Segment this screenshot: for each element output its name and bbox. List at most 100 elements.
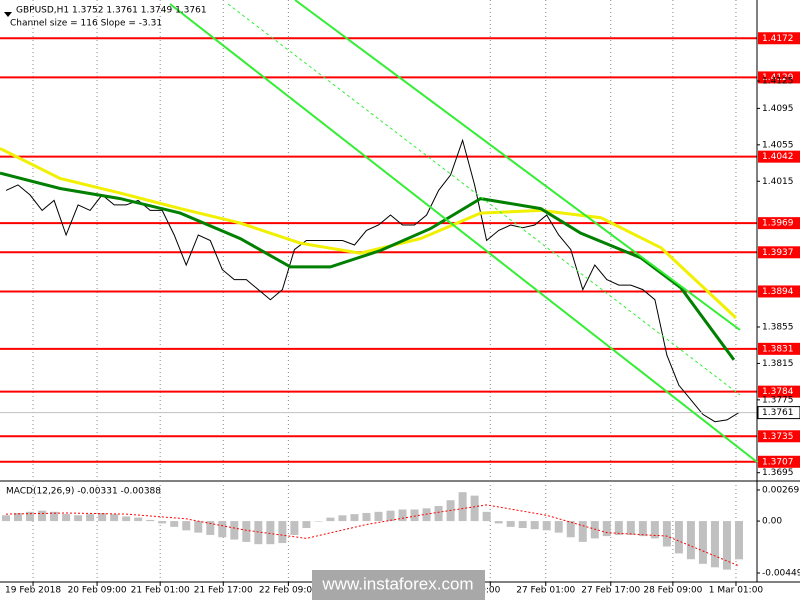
macd-bar	[554, 521, 563, 533]
macd-bar	[110, 514, 119, 522]
level-label-box	[758, 71, 800, 84]
macd-bar	[158, 521, 167, 524]
level-label: 1.4129	[762, 73, 794, 83]
level-label-box	[758, 217, 800, 230]
macd-bar	[386, 510, 395, 522]
channel-line	[169, 3, 758, 463]
level-label-box	[758, 32, 800, 45]
level-label: 1.3784	[762, 387, 794, 397]
macd-bar	[734, 521, 743, 560]
macd-bar	[314, 521, 323, 522]
y-tick-label: 1.4015	[762, 177, 794, 187]
macd-bar	[218, 521, 227, 538]
macd-bar	[530, 521, 539, 530]
x-tick-label: 22 Feb 09:00	[259, 586, 318, 596]
macd-bar	[686, 521, 695, 560]
level-label: 1.3894	[762, 287, 794, 297]
signal-line	[5, 504, 740, 567]
macd-bar	[614, 521, 623, 535]
macd-bar	[482, 511, 491, 522]
macd-title: MACD(12,26,9) -0.00331 -0.00388	[6, 487, 161, 497]
macd-bar	[290, 521, 299, 535]
x-tick-label: 21 Feb 01:00	[131, 586, 190, 596]
macd-bar	[662, 521, 671, 547]
level-label: 1.3831	[762, 344, 794, 354]
last-price-label: 1.3761	[762, 408, 794, 418]
price-line	[0, 147, 738, 319]
macd-bar	[458, 492, 467, 522]
macd-bar	[2, 515, 11, 522]
chart-title: GBPUSD,H1 1.3752 1.3761 1.3749 1.3761	[16, 6, 207, 16]
x-tick-label: 9:00	[480, 586, 500, 596]
macd-bar	[710, 521, 719, 568]
macd-bar	[26, 511, 35, 522]
macd-bar	[302, 521, 311, 529]
y-tick-label: -0.00449	[762, 568, 800, 578]
y-tick-label: 1.3775	[762, 395, 794, 405]
macd-bar	[470, 495, 479, 522]
level-label-box	[758, 430, 800, 443]
macd-bar	[674, 521, 683, 554]
x-tick-label: 27 Feb 17:00	[581, 586, 640, 596]
macd-bar	[350, 514, 359, 522]
macd-bar	[590, 521, 599, 539]
watermark: www.instaforex.com	[312, 570, 485, 600]
level-label-box	[758, 246, 800, 259]
macd-bar	[398, 509, 407, 522]
level-label-box	[758, 342, 800, 355]
y-tick-label: 1.4055	[762, 140, 794, 150]
macd-bar	[650, 521, 659, 539]
x-tick-label: 19 Feb 2018	[5, 586, 61, 596]
macd-bar	[434, 506, 443, 522]
macd-bar	[182, 521, 191, 531]
macd-bar	[122, 516, 131, 522]
macd-bar	[698, 521, 707, 564]
macd-bar	[206, 521, 215, 535]
macd-bar	[134, 517, 143, 522]
macd-bar	[86, 514, 95, 522]
y-tick-label: 1.4125	[762, 77, 794, 87]
y-tick-label: 1.3815	[762, 359, 794, 369]
level-label: 1.3735	[762, 432, 794, 442]
x-tick-label: 21 Feb 17:00	[194, 586, 253, 596]
last-price-box	[757, 406, 800, 420]
macd-bar	[242, 521, 251, 542]
macd-bar	[146, 519, 155, 522]
price-line	[5, 138, 740, 423]
level-label: 1.3937	[762, 248, 794, 258]
x-tick-label: 1 Mar 01:00	[709, 586, 764, 596]
macd-bar	[62, 514, 71, 522]
level-label-box	[758, 150, 800, 163]
x-tick-label: 20 Feb 09:00	[68, 586, 127, 596]
menu-arrow	[4, 12, 12, 17]
macd-bar	[338, 515, 347, 522]
y-tick-label: 1.3695	[762, 468, 794, 478]
watermark-text: www.instaforex.com	[321, 574, 473, 593]
x-tick-label: 28 Feb 09:00	[643, 586, 702, 596]
macd-bar	[602, 521, 611, 537]
channel-mid-line	[227, 3, 741, 396]
level-label-box	[758, 285, 800, 298]
macd-bar	[542, 521, 551, 531]
macd-bar	[38, 510, 47, 522]
level-label: 1.4172	[762, 34, 794, 44]
macd-bar	[494, 521, 503, 524]
macd-bar	[422, 508, 431, 522]
macd-bar	[14, 512, 23, 522]
y-tick-label: 0.00269	[762, 485, 799, 495]
macd-panel	[2, 485, 743, 582]
price-panel	[0, 0, 757, 480]
macd-bar	[74, 515, 83, 522]
channel-line	[294, 0, 741, 331]
price-line	[0, 171, 736, 361]
macd-bar	[50, 511, 59, 522]
macd-bar	[626, 521, 635, 535]
macd-bar	[326, 517, 335, 522]
macd-bar	[722, 521, 731, 570]
y-tick-label: 1.3855	[762, 322, 794, 332]
y-tick-label: 0.00	[762, 517, 782, 527]
level-label: 1.3707	[762, 457, 794, 467]
chart-subtitle: Channel size = 116 Slope = -3.31	[10, 19, 162, 29]
